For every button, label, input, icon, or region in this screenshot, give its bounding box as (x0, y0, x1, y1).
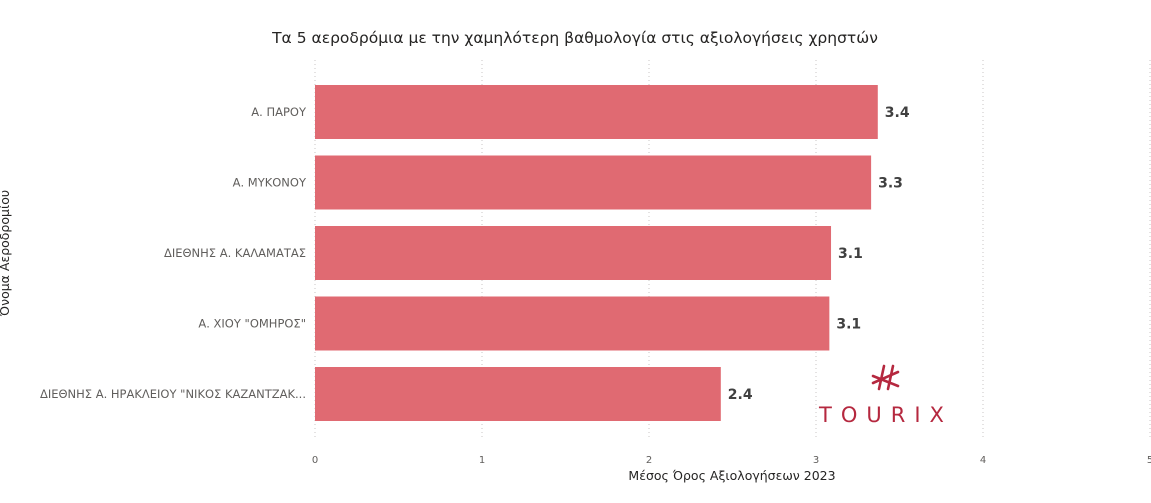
x-tick-label: 3 (813, 455, 819, 466)
bar-data-label: 3.1 (836, 317, 861, 333)
category-label: ΔΙΕΘΝΗΣ Α. ΗΡΑΚΛΕΙΟΥ "ΝΙΚΟΣ ΚΑΖΑΝΤΖΑΚ... (40, 387, 306, 401)
x-tick-label: 0 (312, 455, 318, 466)
bar-data-label: 3.1 (838, 246, 863, 262)
category-label: Α. ΧΙΟΥ "ΟΜΗΡΟΣ" (198, 317, 306, 331)
bar (315, 226, 832, 280)
bar (315, 296, 830, 351)
category-label: Α. ΠΑΡΟΥ (251, 105, 307, 119)
x-axis-title: Μέσος Όρος Αξιολογήσεων 2023 (628, 468, 835, 483)
bar-data-label: 2.4 (728, 387, 753, 403)
bar-data-label: 3.3 (878, 176, 903, 192)
x-tick-label: 5 (1147, 455, 1151, 466)
bars: 3.4 3.3 3.1 3.1 2.4 (315, 85, 910, 421)
bar-data-label: 3.4 (885, 105, 910, 121)
category-label: Α. ΜΥΚΟΝΟΥ (233, 176, 307, 190)
tourix-hash-icon (871, 364, 900, 391)
x-tick-label: 4 (980, 455, 986, 466)
tourix-logo: TOURIX (818, 364, 953, 427)
y-axis-title: Όνομα Αεροδρομίου (0, 190, 12, 317)
chart-title: Τα 5 αεροδρόμια με την χαμηλότερη βαθμολ… (271, 29, 878, 47)
x-axis-ticks: 0 1 2 3 4 5 (312, 455, 1151, 466)
bar (315, 155, 872, 210)
category-labels: Α. ΠΑΡΟΥ Α. ΜΥΚΟΝΟΥ ΔΙΕΘΝΗΣ Α. ΚΑΛΑΜΑΤΑΣ Α.… (40, 105, 307, 401)
x-tick-label: 2 (646, 455, 652, 466)
bar (315, 85, 878, 139)
logo-text: TOURIX (818, 403, 953, 427)
x-tick-label: 1 (479, 455, 485, 466)
bar (315, 367, 721, 421)
category-label: ΔΙΕΘΝΗΣ Α. ΚΑΛΑΜΑΤΑΣ (164, 246, 306, 260)
